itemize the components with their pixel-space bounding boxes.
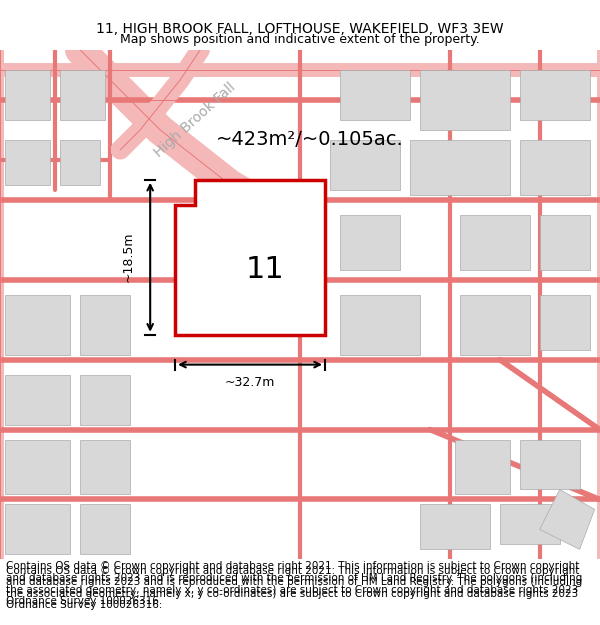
Text: 11, HIGH BROOK FALL, LOFTHOUSE, WAKEFIELD, WF3 3EW: 11, HIGH BROOK FALL, LOFTHOUSE, WAKEFIEL… <box>96 22 504 36</box>
Polygon shape <box>80 439 130 494</box>
Text: 11: 11 <box>245 255 284 284</box>
Polygon shape <box>340 295 420 354</box>
Polygon shape <box>5 374 70 424</box>
Text: Contains OS data © Crown copyright and database right 2021. This information is : Contains OS data © Crown copyright and d… <box>6 566 582 611</box>
Polygon shape <box>5 295 70 354</box>
Polygon shape <box>540 489 595 549</box>
Polygon shape <box>80 504 130 554</box>
Polygon shape <box>5 140 50 185</box>
Polygon shape <box>420 504 490 549</box>
Polygon shape <box>5 504 70 554</box>
Polygon shape <box>500 504 560 544</box>
Polygon shape <box>520 140 590 195</box>
Polygon shape <box>60 140 100 185</box>
Polygon shape <box>540 295 590 349</box>
Text: ~18.5m: ~18.5m <box>122 232 135 282</box>
Polygon shape <box>80 374 130 424</box>
Polygon shape <box>410 140 510 195</box>
Text: ~423m²/~0.105ac.: ~423m²/~0.105ac. <box>216 131 404 149</box>
Text: High Brook Fall: High Brook Fall <box>152 80 238 160</box>
Polygon shape <box>540 215 590 270</box>
Polygon shape <box>330 140 400 190</box>
Polygon shape <box>520 439 580 489</box>
Polygon shape <box>60 70 105 120</box>
Text: Contains OS data © Crown copyright and database right 2021. This information is : Contains OS data © Crown copyright and d… <box>6 561 582 606</box>
Polygon shape <box>460 295 530 354</box>
Polygon shape <box>175 180 325 334</box>
Polygon shape <box>340 70 410 120</box>
Polygon shape <box>5 439 70 494</box>
Polygon shape <box>520 70 590 120</box>
Text: Map shows position and indicative extent of the property.: Map shows position and indicative extent… <box>120 33 480 46</box>
Polygon shape <box>340 215 400 270</box>
Polygon shape <box>460 215 530 270</box>
Polygon shape <box>420 70 510 130</box>
Polygon shape <box>5 70 50 120</box>
Text: ~32.7m: ~32.7m <box>225 376 275 389</box>
Polygon shape <box>455 439 510 494</box>
Polygon shape <box>80 295 130 354</box>
